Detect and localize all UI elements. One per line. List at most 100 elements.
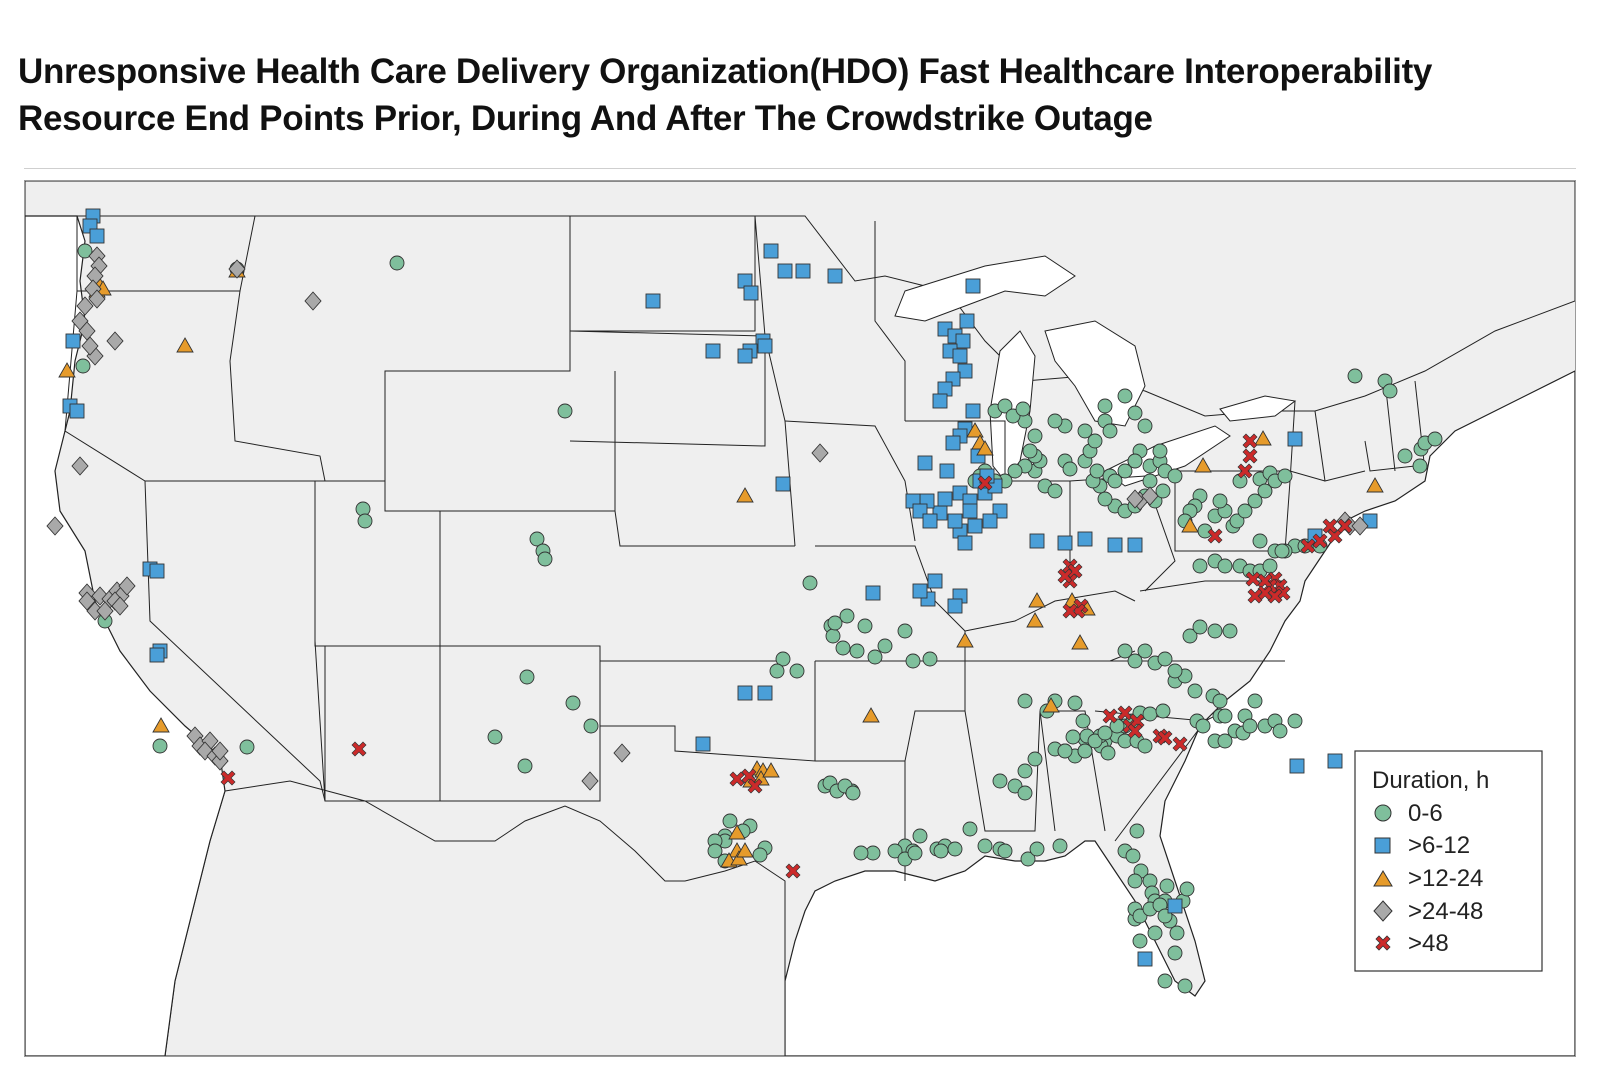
marker-0-6 [997,843,1013,859]
marker-6-12 [1287,431,1303,447]
marker-0-6 [1247,693,1263,709]
marker-6-12 [757,338,773,354]
marker-0-6 [977,838,993,854]
marker-0-6 [1229,513,1245,529]
marker-48 [741,768,757,784]
marker-0-6 [1097,725,1113,741]
marker-0-6 [557,403,573,419]
marker-0-6 [537,551,553,567]
marker-12-24 [736,487,754,503]
marker-0-6 [1022,443,1038,459]
marker-0-6 [357,513,373,529]
marker-12-24 [1071,634,1089,650]
marker-0-6 [1157,651,1173,667]
marker-0-6 [1187,683,1203,699]
marker-0-6 [152,738,168,754]
lake-ontario [1219,395,1297,422]
marker-0-6 [1127,453,1143,469]
marker-0-6 [1007,463,1023,479]
marker-0-6 [1137,738,1153,754]
marker-0-6 [789,663,805,679]
marker-24-48 [211,751,229,771]
marker-0-6 [1097,491,1113,507]
marker-24-48 [81,336,99,356]
marker-6-12 [917,455,933,471]
marker-0-6 [1412,458,1428,474]
title-line-2: Resource End Points Prior, During And Af… [18,99,1153,138]
legend-label-24-48: >24-48 [1408,898,1483,925]
marker-48 [1057,568,1073,584]
marker-0-6 [839,608,855,624]
marker-0-6 [1212,493,1228,509]
marker-48 [1327,528,1343,544]
marker-12-24 [152,717,170,733]
marker-12-24 [1254,430,1272,446]
marker-48 [977,475,993,491]
marker-24-48 [76,296,94,316]
marker-0-6 [1222,623,1238,639]
marker-0-6 [1142,706,1158,722]
marker-24-48 [71,456,89,476]
legend-label-12-24: >12-24 [1408,865,1483,892]
marker-0-6 [997,398,1013,414]
title-line-1: Unresponsive Health Care Delivery Organi… [18,52,1433,91]
marker-6-12 [982,513,998,529]
marker-48 [1242,433,1258,449]
marker-48 [1242,448,1258,464]
marker-12-24 [728,824,746,840]
marker-0-6 [1100,745,1116,761]
marker-0-6 [1427,431,1443,447]
marker-0-6 [1192,558,1208,574]
marker-0-6 [1257,483,1273,499]
marker-0-6 [867,649,883,665]
marker-0-6 [1159,878,1175,894]
legend: Duration, h 0-6 >6-12 >12-24 >24-48 >48 [1354,750,1543,972]
marker-12-24 [1026,612,1044,628]
marker-6-12 [69,403,85,419]
marker-12-24 [1028,592,1046,608]
marker-6-12 [737,348,753,364]
marker-0-6 [827,615,843,631]
marker-6-12 [1107,537,1123,553]
marker-0-6 [1397,448,1413,464]
marker-48 [1172,736,1188,752]
marker-0-6 [1077,423,1093,439]
marker-6-12 [947,513,963,529]
marker-24-48 [118,576,136,596]
marker-0-6 [1155,703,1171,719]
marker-12-24 [1194,457,1212,473]
marker-0-6 [1277,468,1293,484]
marker-48 [1300,538,1316,554]
marker-0-6 [1117,643,1133,659]
marker-24-48 [78,591,96,611]
marker-0-6 [487,729,503,745]
marker-24-48 [304,291,322,311]
marker-6-12 [89,228,105,244]
marker-48 [1062,603,1078,619]
marker-0-6 [992,773,1008,789]
marker-48 [1267,588,1283,604]
marker-0-6 [1029,841,1045,857]
marker-0-6 [1167,663,1183,679]
marker-0-6 [912,828,928,844]
marker-0-6 [1117,388,1133,404]
marker-0-6 [75,358,91,374]
marker-0-6 [1217,558,1233,574]
marker-0-6 [1047,483,1063,499]
marker-12-24 [730,850,748,866]
marker-0-6 [1027,428,1043,444]
marker-0-6 [857,618,873,634]
marker-0-6 [1127,405,1143,421]
marker-0-6 [1179,881,1195,897]
marker-0-6 [1217,733,1233,749]
marker-0-6 [1065,729,1081,745]
marker-6-12 [1137,951,1153,967]
marker-0-6 [907,845,923,861]
marker-0-6 [1217,708,1233,724]
marker-6-12 [962,503,978,519]
marker-48 [220,770,236,786]
marker-12-24 [956,632,974,648]
marker-0-6 [529,531,545,547]
marker-0-6 [853,845,869,861]
marker-12-24 [966,422,984,438]
